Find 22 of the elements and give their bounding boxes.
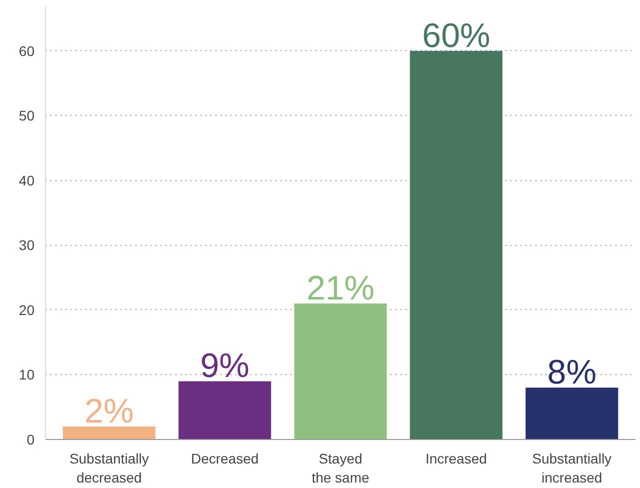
data-label: 60%	[422, 16, 490, 55]
data-label: 8%	[547, 354, 596, 392]
x-tick-label: Substantially increased	[532, 450, 612, 486]
y-tick-label: 20	[18, 302, 35, 318]
y-tick-label: 0	[26, 432, 35, 448]
bar	[178, 381, 272, 440]
bar	[526, 388, 618, 440]
bar	[294, 303, 387, 440]
y-tick-label: 30	[18, 237, 35, 254]
y-tick-label: 40	[18, 172, 35, 188]
x-tick-label: Decreased	[190, 450, 259, 466]
y-tick-label: 60	[18, 42, 35, 59]
data-label: 9%	[200, 347, 250, 386]
y-tick-label: 10	[18, 366, 35, 383]
bar	[410, 50, 502, 440]
data-label: 21%	[306, 269, 375, 308]
bar	[62, 426, 156, 440]
data-label: 2%	[84, 392, 134, 431]
x-tick-label: Substantially decreased	[69, 450, 149, 486]
y-tick-label: 50	[18, 108, 35, 124]
x-tick-label: Stayed the same	[312, 450, 370, 486]
x-tick-label: Increased	[425, 450, 487, 466]
